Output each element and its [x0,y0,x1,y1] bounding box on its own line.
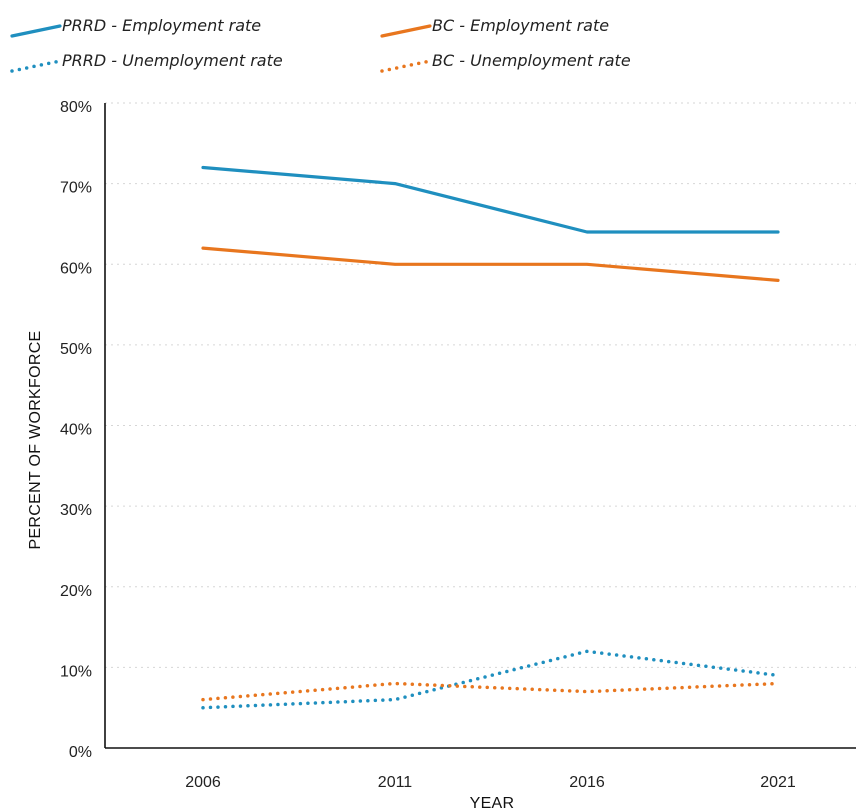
y-tick-labels: 0% 10% 20% 30% 40% 50% 60% 70% 80% [60,99,92,761]
y-tick-label: 50% [60,341,92,358]
x-tick-labels: 2006 2011 2016 2021 [185,774,796,791]
axes [104,103,856,749]
y-axis-title: PERCENT OF WORKFORCE [27,330,44,549]
data-point [777,231,779,233]
series-line [201,681,780,702]
x-axis-title: YEAR [470,795,515,811]
y-tick-label: 20% [60,583,92,600]
y-tick-label: 70% [60,180,92,197]
y-tick-label: 60% [60,260,92,277]
data-point [202,698,204,700]
gridlines [105,102,856,668]
data-point [586,263,588,265]
series-lines [201,165,780,710]
legend-swatch [380,24,432,38]
data-point [586,231,588,233]
x-tick-label: 2011 [378,774,413,791]
data-point [202,166,204,168]
series-line [201,246,780,282]
series-line [201,649,780,710]
data-point [777,682,779,684]
y-tick-label: 40% [60,422,92,439]
y-tick-label: 10% [60,663,92,680]
data-point [394,682,396,684]
y-tick-label: 0% [69,744,92,761]
x-tick-label: 2016 [569,774,605,791]
legend-swatch [10,24,62,38]
legend-label: PRRD - Unemployment rate [62,51,283,70]
data-point [586,650,588,652]
legend-label: BC - Employment rate [432,16,609,35]
x-tick-label: 2006 [185,774,221,791]
data-point [202,707,204,709]
data-point [394,263,396,265]
data-point [394,182,396,184]
data-point [394,698,396,700]
y-tick-label: 80% [60,99,92,116]
x-tick-label: 2021 [760,774,796,791]
data-point [202,247,204,249]
legend-label: PRRD - Employment rate [62,16,261,35]
data-point [586,690,588,692]
y-tick-label: 30% [60,502,92,519]
legend: PRRD - Employment rate BC - Employment ra… [10,16,631,73]
data-point [777,279,779,281]
legend-swatch [380,59,432,73]
series-line [201,165,780,234]
data-point [777,674,779,676]
legend-swatch [10,59,62,73]
legend-label: BC - Unemployment rate [432,51,631,70]
